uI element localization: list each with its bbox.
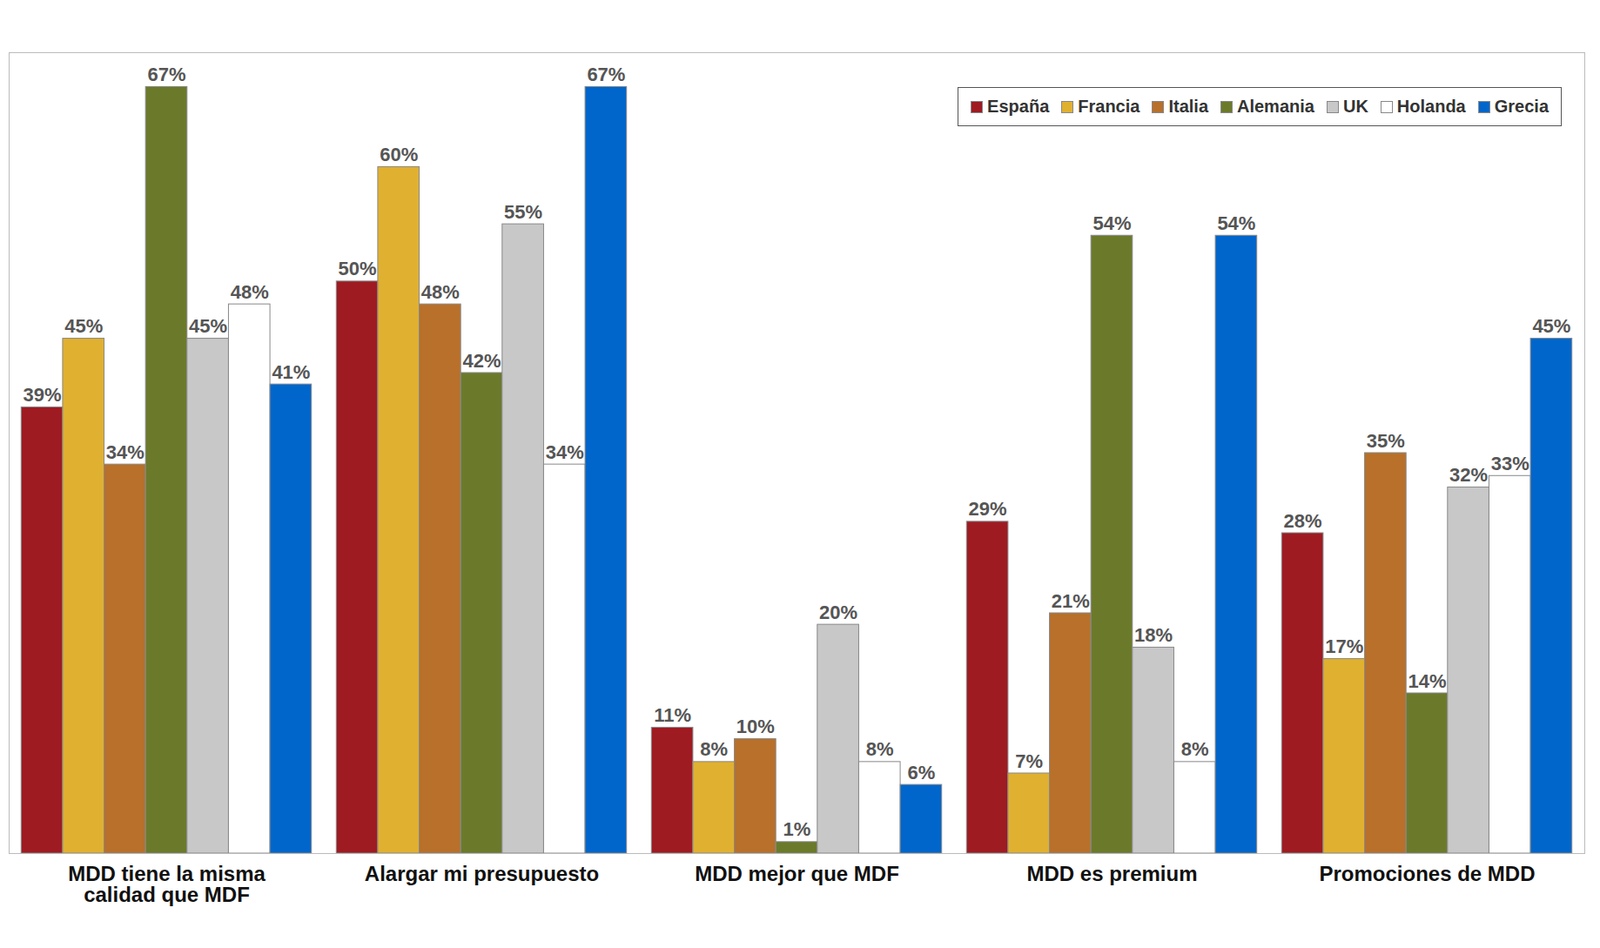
svg-text:54%: 54% <box>1216 212 1256 235</box>
svg-text:55%: 55% <box>504 201 543 223</box>
svg-text:14%: 14% <box>1407 670 1446 693</box>
svg-text:45%: 45% <box>188 315 228 337</box>
html-text:UK: UK <box>1343 96 1369 116</box>
svg-text:MDD mejor que MDF: MDD mejor que MDF <box>694 861 900 886</box>
html-text:Alemania: Alemania <box>1236 96 1315 116</box>
svg-text:34%: 34% <box>545 441 585 464</box>
svg-text:6%: 6% <box>907 761 935 784</box>
svg-text:17%: 17% <box>1324 635 1364 658</box>
svg-text:50%: 50% <box>338 257 377 280</box>
svg-text:28%: 28% <box>1284 510 1323 532</box>
html-text:Grecia: Grecia <box>1494 96 1549 116</box>
svg-text:42%: 42% <box>462 349 501 372</box>
svg-text:48%: 48% <box>230 281 269 303</box>
html-text:Italia: Italia <box>1168 96 1209 116</box>
svg-text:8%: 8% <box>866 738 895 760</box>
svg-text:32%: 32% <box>1449 463 1488 486</box>
svg-text:10%: 10% <box>736 715 775 738</box>
svg-text:Promociones de MDD: Promociones de MDD <box>1318 861 1535 886</box>
svg-text:45%: 45% <box>64 315 103 337</box>
svg-text:21%: 21% <box>1051 590 1090 612</box>
svg-text:Alargar mi presupuesto: Alargar mi presupuesto <box>364 861 599 886</box>
svg-text:48%: 48% <box>421 281 460 303</box>
svg-text:MDD es premium: MDD es premium <box>1026 861 1197 886</box>
svg-text:20%: 20% <box>819 601 858 624</box>
svg-text:1%: 1% <box>783 818 812 841</box>
svg-text:7%: 7% <box>1015 750 1043 773</box>
svg-text:35%: 35% <box>1366 430 1406 452</box>
svg-text:34%: 34% <box>106 441 145 464</box>
svg-text:11%: 11% <box>653 704 692 727</box>
html-text:España: España <box>987 96 1050 116</box>
svg-text:33%: 33% <box>1491 452 1530 475</box>
svg-text:18%: 18% <box>1134 624 1173 646</box>
html-text:Francia: Francia <box>1077 96 1140 116</box>
svg-text:54%: 54% <box>1092 212 1131 235</box>
svg-text:60%: 60% <box>379 143 418 166</box>
svg-text:67%: 67% <box>586 63 626 86</box>
svg-text:41%: 41% <box>271 361 310 384</box>
html-text:Holanda: Holanda <box>1396 96 1466 116</box>
svg-text:67%: 67% <box>147 63 186 86</box>
svg-text:45%: 45% <box>1532 315 1571 337</box>
svg-text:8%: 8% <box>699 738 728 760</box>
svg-text:29%: 29% <box>968 497 1008 520</box>
svg-text:MDD tiene la mismacalidad que: MDD tiene la mismacalidad que MDF <box>67 861 266 907</box>
svg-text:39%: 39% <box>23 383 62 406</box>
svg-text:8%: 8% <box>1181 738 1210 760</box>
